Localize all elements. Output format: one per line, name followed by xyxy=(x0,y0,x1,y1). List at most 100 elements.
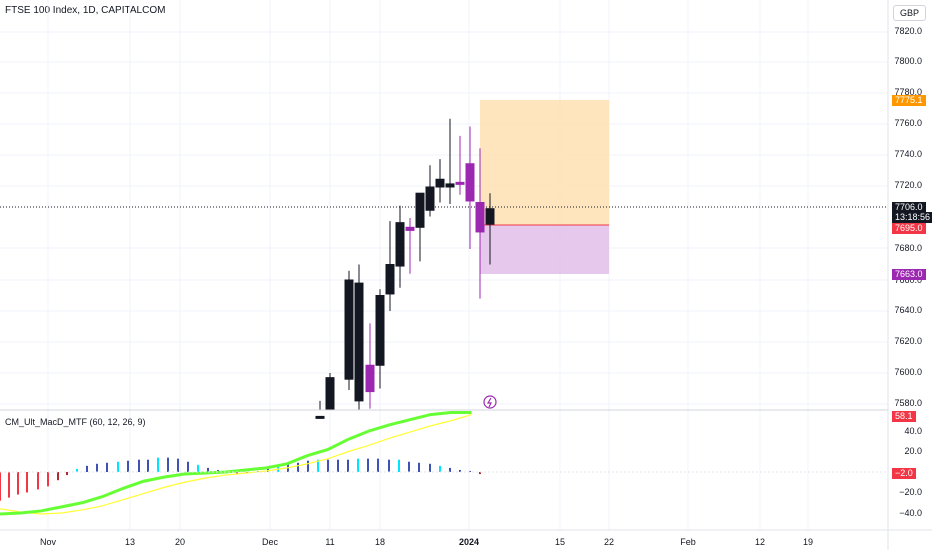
histogram-bar xyxy=(167,457,169,472)
indicator-tick: −20.0 xyxy=(899,487,922,497)
histogram-bar xyxy=(127,460,129,472)
price-tick: 7600.0 xyxy=(894,367,922,377)
macd-value-tag: 58.1 xyxy=(892,411,916,422)
currency-button[interactable]: GBP xyxy=(893,5,926,21)
time-label: 19 xyxy=(802,537,814,547)
histogram-bar xyxy=(57,472,59,481)
time-label: 22 xyxy=(603,537,615,547)
histogram-bar xyxy=(449,467,451,472)
time-label: 2024 xyxy=(458,537,480,547)
histogram-bar xyxy=(187,461,189,472)
price-tick: 7620.0 xyxy=(894,336,922,346)
target-price-tag: 7775.1 xyxy=(892,95,926,106)
price-tick: 7740.0 xyxy=(894,149,922,159)
candle-body xyxy=(475,202,485,233)
histogram-bar xyxy=(66,472,68,476)
candle-body xyxy=(354,282,364,402)
price-tick: 7800.0 xyxy=(894,56,922,66)
candle-body xyxy=(415,192,425,228)
histogram-bar xyxy=(207,467,209,472)
candle-body xyxy=(395,222,405,267)
price-tick: 7720.0 xyxy=(894,180,922,190)
histogram-bar xyxy=(357,458,359,472)
histogram-bar xyxy=(307,460,309,472)
candle-body xyxy=(385,264,395,295)
alert-icon-bolt xyxy=(486,397,492,408)
candle-body xyxy=(375,295,385,366)
time-label: 18 xyxy=(374,537,386,547)
candle-body xyxy=(405,226,415,231)
time-label: 20 xyxy=(174,537,186,547)
candle-body xyxy=(365,364,375,393)
time-label: 13 xyxy=(124,537,136,547)
histogram-bar xyxy=(147,459,149,472)
candle-body xyxy=(425,186,435,211)
histogram-bar xyxy=(47,472,49,487)
candle-body xyxy=(485,208,495,225)
histogram-bar xyxy=(398,459,400,472)
histogram-bar xyxy=(408,461,410,472)
hist-value-tag: −2.0 xyxy=(892,468,916,479)
candle-body xyxy=(465,163,475,202)
time-label: Dec xyxy=(261,537,279,547)
histogram-bar xyxy=(0,472,1,501)
histogram-bar xyxy=(297,462,299,472)
price-tick: 7760.0 xyxy=(894,118,922,128)
countdown-tag: 13:18:56 xyxy=(892,212,932,223)
time-label: 12 xyxy=(754,537,766,547)
alert-icon xyxy=(483,395,497,409)
histogram-bar xyxy=(86,465,88,472)
grid xyxy=(0,0,888,530)
indicator-tick: −40.0 xyxy=(899,508,922,518)
stop-price-tag: 7663.0 xyxy=(892,269,926,280)
histogram-bar xyxy=(429,463,431,472)
histogram-bar xyxy=(17,472,19,495)
histogram-bar xyxy=(327,459,329,472)
histogram-bar xyxy=(106,462,108,472)
candles xyxy=(315,118,495,419)
histogram-bar xyxy=(479,472,481,475)
histogram-bar xyxy=(37,472,39,490)
price-tick: 7780.0 xyxy=(894,87,922,97)
indicator-tick: 20.0 xyxy=(904,446,922,456)
signal-line xyxy=(0,414,472,515)
price-tick: 7580.0 xyxy=(894,398,922,408)
candle-body xyxy=(315,415,325,419)
macd-pane xyxy=(0,410,888,516)
entry-price-tag: 7695.0 xyxy=(892,223,926,234)
time-label: 15 xyxy=(554,537,566,547)
price-tick: 7680.0 xyxy=(894,243,922,253)
time-label: Nov xyxy=(39,537,57,547)
histogram-bar xyxy=(377,458,379,472)
histogram-bar xyxy=(347,459,349,472)
current-price-tag: 7706.0 xyxy=(892,202,926,213)
histogram-bar xyxy=(337,459,339,472)
candle-body xyxy=(445,183,455,188)
histogram-bar xyxy=(197,464,199,472)
histogram-bar xyxy=(388,459,390,472)
time-label: Feb xyxy=(680,537,696,547)
histogram-bar xyxy=(117,461,119,472)
histogram-bar xyxy=(459,469,461,472)
indicator-title[interactable]: CM_Ult_MacD_MTF (60, 12, 26, 9) xyxy=(5,417,146,427)
price-tick: 7660.0 xyxy=(894,275,922,285)
time-label: 11 xyxy=(325,537,335,547)
indicator-tick: 40.0 xyxy=(904,426,922,436)
candle-body xyxy=(455,181,465,185)
histogram-bar xyxy=(96,463,98,472)
histogram-bar xyxy=(8,472,10,498)
chart-title: FTSE 100 Index, 1D, CAPITALCOM xyxy=(5,5,166,16)
long-position-stop-zone xyxy=(480,225,609,274)
candle-body xyxy=(344,279,354,380)
price-tick: 7640.0 xyxy=(894,305,922,315)
macd-line xyxy=(0,410,472,516)
histogram-bar xyxy=(177,458,179,472)
histogram-bar xyxy=(418,462,420,472)
candle-body xyxy=(435,178,445,188)
long-position-target-zone xyxy=(480,100,609,225)
histogram-bar xyxy=(236,472,238,475)
histogram-bar xyxy=(26,472,28,493)
histogram-bar xyxy=(157,457,159,472)
histogram-bar xyxy=(439,465,441,472)
